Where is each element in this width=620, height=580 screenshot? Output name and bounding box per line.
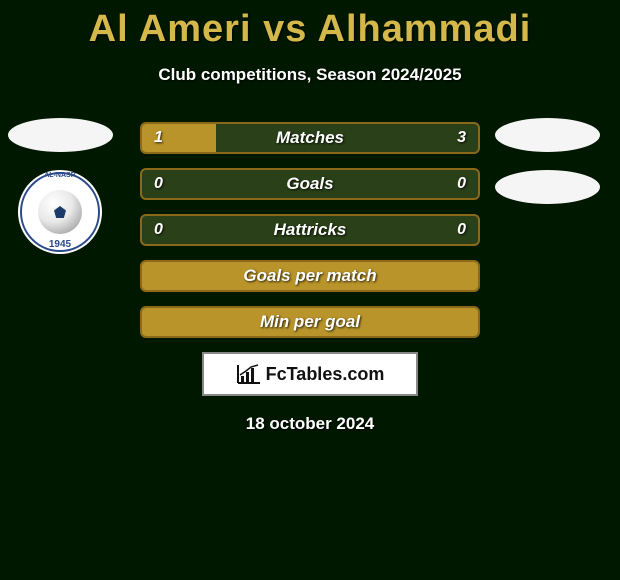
- brand-logo-box: FcTables.com: [202, 352, 418, 396]
- stat-label: Goals per match: [142, 262, 478, 290]
- stat-label: Min per goal: [142, 308, 478, 336]
- stat-label: Matches: [142, 124, 478, 152]
- subtitle: Club competitions, Season 2024/2025: [0, 65, 620, 85]
- stat-right-value: 0: [457, 216, 466, 244]
- player-right-photo-placeholder: [495, 118, 600, 152]
- stat-row-goals: 0 Goals 0: [140, 168, 480, 200]
- player-right-club-placeholder: [495, 170, 600, 204]
- club-name: AL-NASR: [44, 172, 76, 179]
- stat-right-value: 0: [457, 170, 466, 198]
- stat-row-min-per-goal: Min per goal: [140, 306, 480, 338]
- footer-date: 18 october 2024: [140, 414, 480, 434]
- stat-label: Goals: [142, 170, 478, 198]
- stat-row-hattricks: 0 Hattricks 0: [140, 214, 480, 246]
- stats-column: 1 Matches 3 0 Goals 0 0 Hattricks 0 Goal…: [140, 122, 480, 434]
- right-player-column: [495, 118, 605, 222]
- player-left-photo-placeholder: [8, 118, 113, 152]
- page-title: Al Ameri vs Alhammadi: [0, 0, 620, 51]
- soccer-ball-icon: [38, 190, 82, 234]
- brand-text: FcTables.com: [266, 364, 385, 385]
- stat-right-value: 3: [457, 124, 466, 152]
- stat-row-matches: 1 Matches 3: [140, 122, 480, 154]
- stat-row-goals-per-match: Goals per match: [140, 260, 480, 292]
- stat-label: Hattricks: [142, 216, 478, 244]
- club-year: 1945: [49, 239, 71, 250]
- bar-chart-icon: [236, 363, 262, 385]
- left-player-column: AL-NASR 1945: [8, 118, 118, 254]
- player-left-club-badge: AL-NASR 1945: [18, 170, 102, 254]
